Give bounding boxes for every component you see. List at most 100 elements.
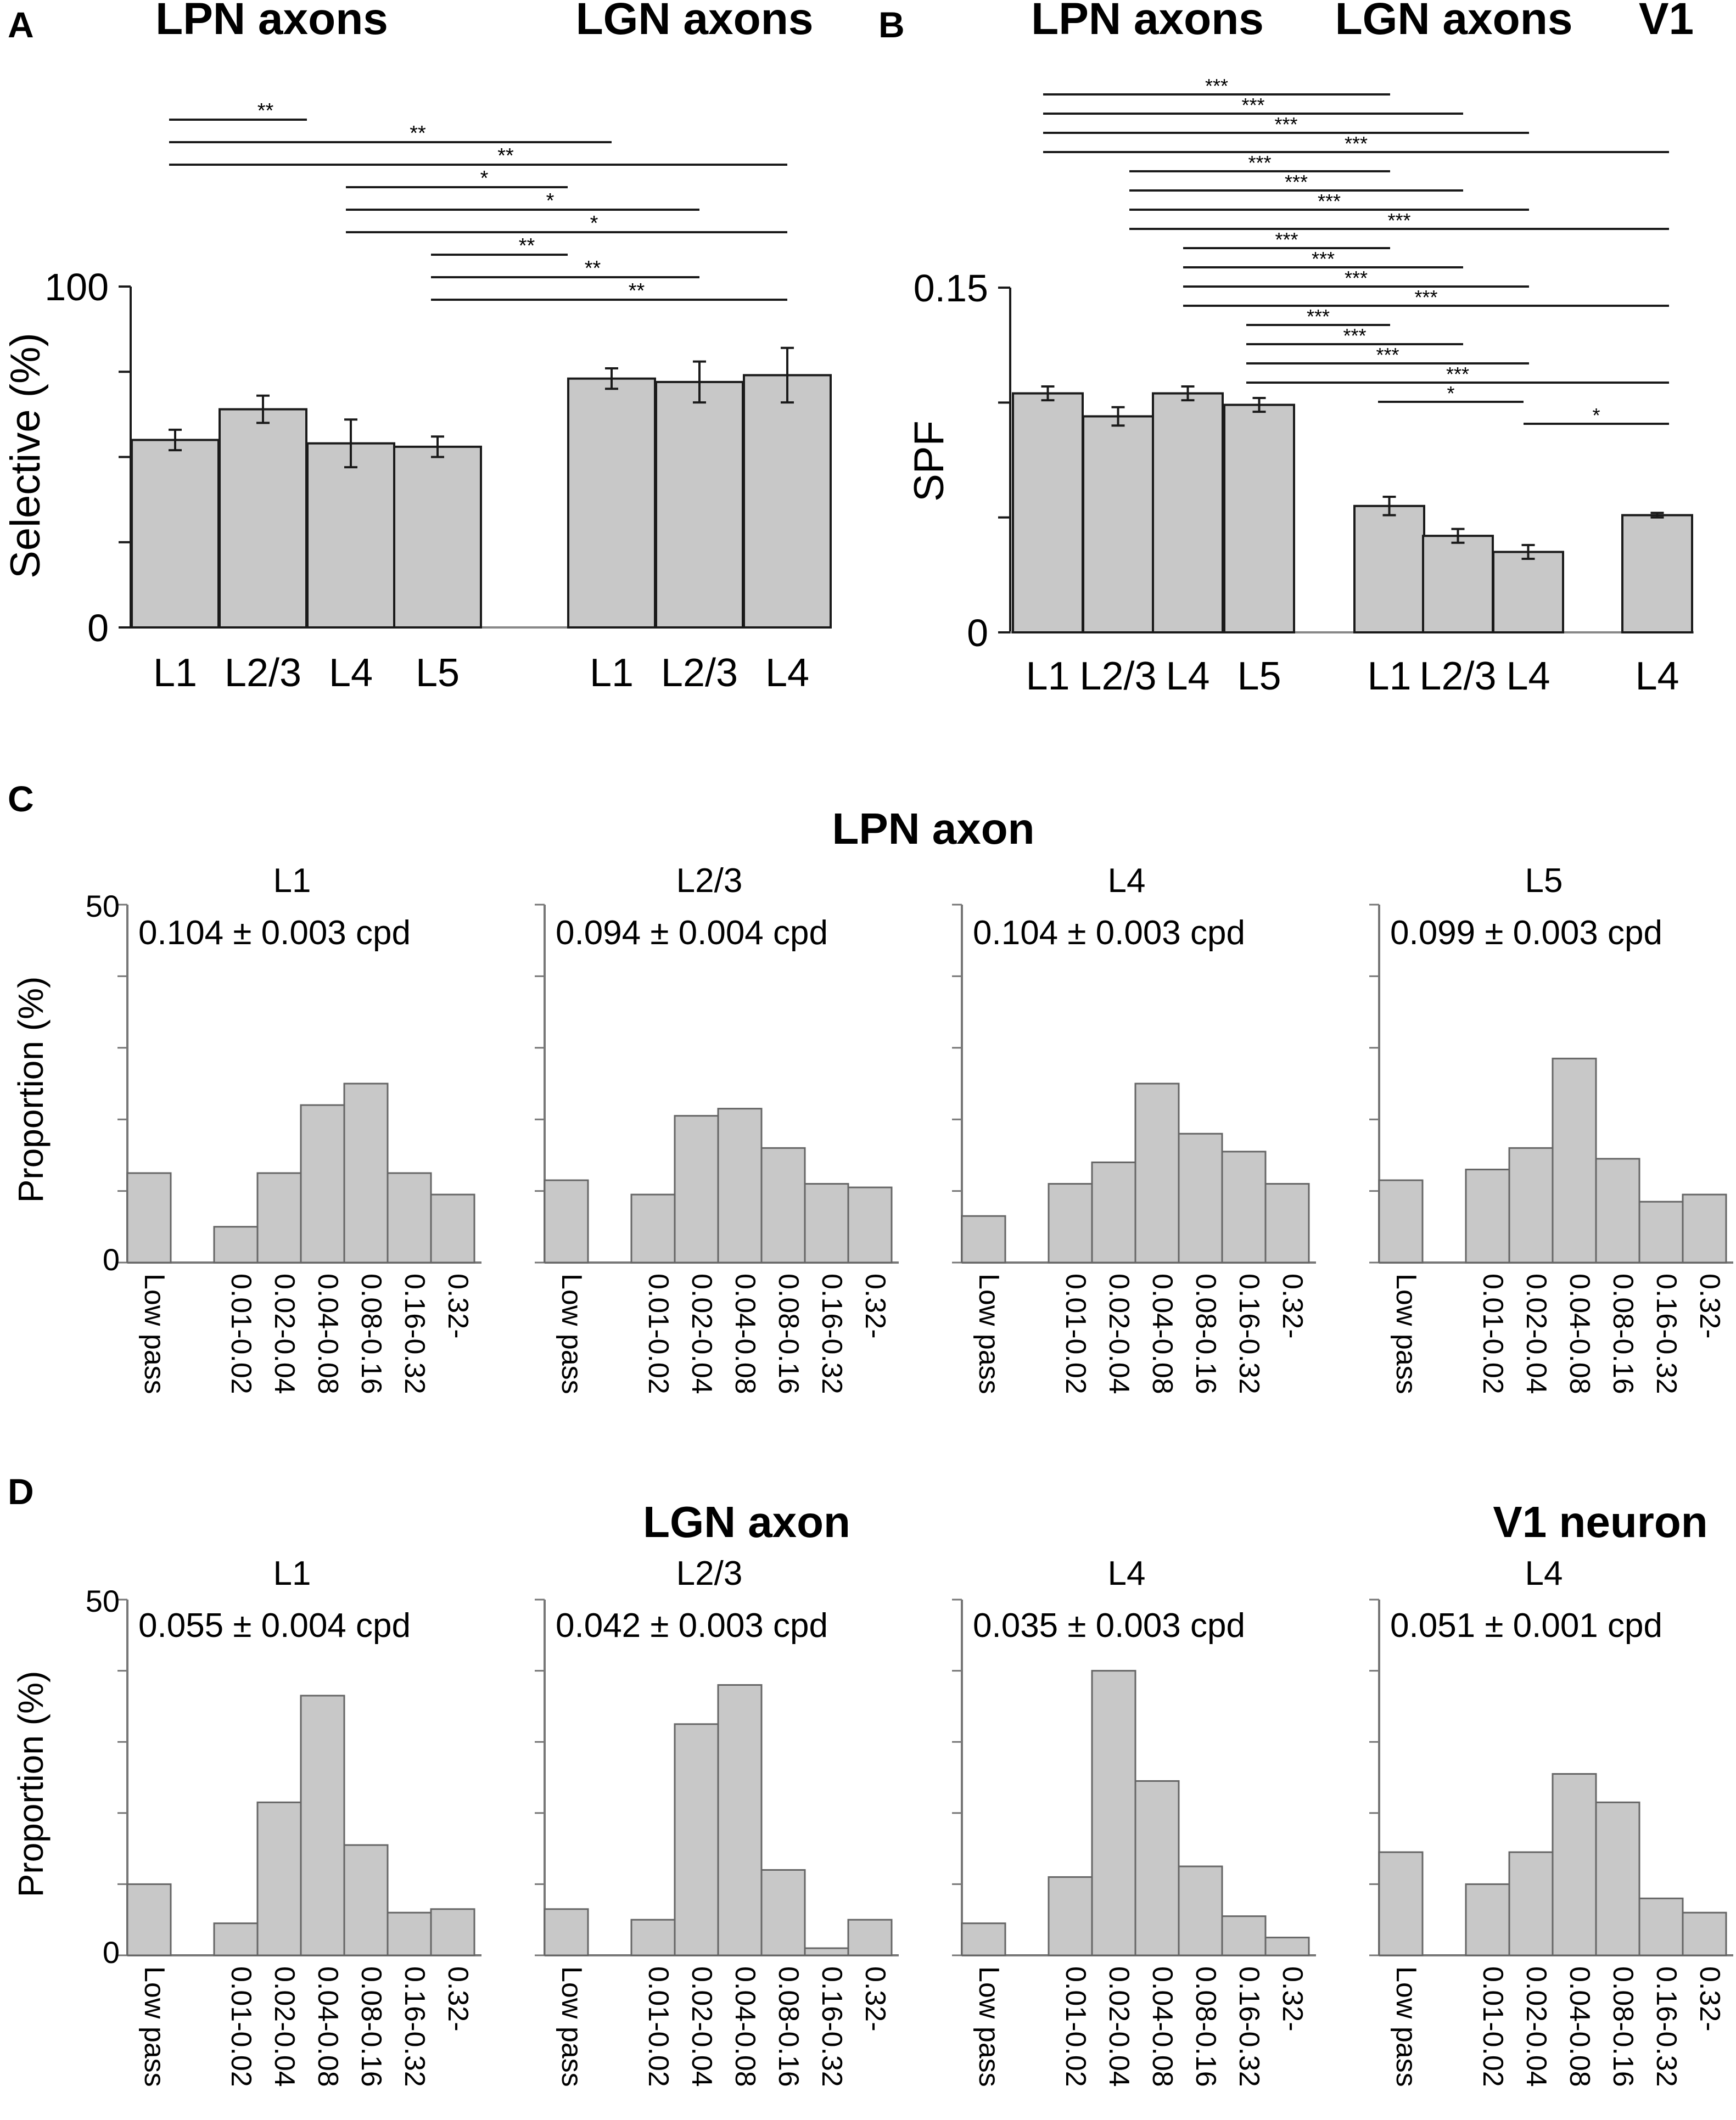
d-hist-bar bbox=[387, 1911, 432, 1956]
b-significance-label: *** bbox=[1312, 248, 1335, 270]
c-xtick-label: 0.01-0.02 bbox=[1477, 1274, 1509, 1394]
c-hist-bar bbox=[343, 1083, 389, 1264]
d-hist-bar bbox=[126, 1883, 172, 1956]
c-subpanel-title: L2/3 bbox=[676, 862, 743, 900]
b-significance-label: *** bbox=[1241, 94, 1264, 116]
b-significance-label: *** bbox=[1285, 171, 1308, 193]
a-bar bbox=[306, 442, 395, 629]
d-stat-part: 0.035 bbox=[973, 1607, 1058, 1645]
d-subpanel-title: L4 bbox=[1525, 1555, 1563, 1592]
chart-d: 0 50 L1 0.055 ± 0.004 cpd Low pass 0.01-0.02 0… bbox=[86, 1555, 1733, 2087]
c-stat-text: 0.104 ± 0.003 cpd bbox=[973, 914, 1245, 952]
c-hist-bar bbox=[630, 1193, 676, 1264]
d-xtick-label: 0.04-0.08 bbox=[1564, 1966, 1595, 2087]
c-hist-bar bbox=[544, 1179, 589, 1264]
c-hist-bar bbox=[760, 1147, 806, 1264]
c-xtick-label: 0.01-0.02 bbox=[1060, 1274, 1091, 1394]
d-hist-bar bbox=[804, 1947, 849, 1956]
c-xtick-label: Low pass bbox=[138, 1274, 170, 1394]
c-hist-bar bbox=[1091, 1161, 1136, 1264]
c-stat-part: 0.094 bbox=[556, 914, 641, 952]
d-stat-text: 0.055 ± 0.004 cpd bbox=[138, 1607, 411, 1645]
c-subpanel-title: L1 bbox=[273, 862, 311, 900]
b-significance-label: *** bbox=[1345, 132, 1368, 155]
c-xtick-label: 0.02-0.04 bbox=[1520, 1274, 1552, 1394]
c-xtick-label: 0.04-0.08 bbox=[729, 1274, 761, 1394]
c-ytick-label: 0 bbox=[103, 1242, 120, 1277]
d-stat-part bbox=[764, 1607, 773, 1645]
d-stat-part: cpd bbox=[1190, 1607, 1245, 1645]
d-stat-part: cpd bbox=[356, 1607, 411, 1645]
c-stat-part: 0.104 bbox=[138, 914, 223, 952]
b-xtick-label: L4 bbox=[1506, 654, 1550, 698]
c-stat-part: 0.003 bbox=[261, 914, 346, 952]
d-stat-part bbox=[346, 1607, 356, 1645]
panel-label-c: C bbox=[8, 778, 34, 819]
a-xtick-label: L1 bbox=[590, 651, 634, 695]
b-significance-label: *** bbox=[1274, 113, 1297, 136]
d-stat-text: 0.035 ± 0.003 cpd bbox=[973, 1607, 1245, 1645]
c-xtick-label: 0.32- bbox=[1694, 1274, 1726, 1339]
d-xtick-label: 0.16-0.32 bbox=[399, 1966, 430, 2087]
c-stat-part bbox=[764, 914, 773, 952]
ylabel-a: Selective (%) bbox=[2, 333, 49, 579]
d-stat-part: ± bbox=[223, 1607, 261, 1645]
c-stat-part: ± bbox=[641, 914, 678, 952]
c-hist-bar bbox=[1178, 1132, 1223, 1264]
d-xtick-label: 0.02-0.04 bbox=[268, 1966, 300, 2087]
c-hist-bar bbox=[674, 1115, 719, 1264]
d-stat-part: 0.004 bbox=[261, 1607, 346, 1645]
c-xtick-label: 0.16-0.32 bbox=[1650, 1274, 1682, 1394]
c-xtick-label: 0.04-0.08 bbox=[312, 1274, 344, 1394]
b-significance-label: *** bbox=[1376, 344, 1399, 366]
a-xtick-label: L4 bbox=[765, 651, 809, 695]
c-xtick-label: 0.08-0.16 bbox=[772, 1274, 804, 1394]
b-bar bbox=[1223, 403, 1295, 634]
title-b-v1: V1 bbox=[1639, 0, 1694, 44]
c-hist-bar bbox=[1378, 1179, 1424, 1264]
a-xtick-label: L2/3 bbox=[661, 651, 738, 695]
a-significance-label: ** bbox=[497, 144, 514, 167]
d-stat-text: 0.051 ± 0.001 cpd bbox=[1390, 1607, 1662, 1645]
c-xtick-label: Low pass bbox=[556, 1274, 587, 1394]
c-xtick-label: 0.16-0.32 bbox=[399, 1274, 430, 1394]
b-bar bbox=[1082, 415, 1154, 633]
d-hist-bar bbox=[1552, 1773, 1597, 1956]
d-stat-part: 0.051 bbox=[1390, 1607, 1475, 1645]
b-bar bbox=[1152, 392, 1224, 633]
d-hist-bar bbox=[1221, 1915, 1267, 1956]
d-hist-bar bbox=[1378, 1851, 1424, 1956]
c-stat-text: 0.094 ± 0.004 cpd bbox=[556, 914, 828, 952]
d-hist-bar bbox=[213, 1922, 259, 1956]
d-xtick-label: 0.32- bbox=[1694, 1966, 1726, 2032]
d-xtick-label: 0.01-0.02 bbox=[225, 1966, 257, 2087]
c-xtick-label: 0.16-0.32 bbox=[1233, 1274, 1265, 1394]
c-hist-bar bbox=[847, 1186, 893, 1264]
b-xtick-label: L4 bbox=[1166, 654, 1209, 698]
c-hist-bar bbox=[804, 1183, 849, 1264]
panel-label-b: B bbox=[878, 4, 905, 45]
d-subpanel-title: L1 bbox=[273, 1555, 311, 1592]
c-subpanel-3: L4 0.104 ± 0.003 cpd Low pass 0.01-0.02 0.02… bbox=[952, 862, 1316, 1394]
a-ytick-label: 100 bbox=[44, 266, 109, 309]
b-significance-label: *** bbox=[1446, 363, 1469, 385]
d-xtick-label: 0.02-0.04 bbox=[1520, 1966, 1552, 2087]
a-bar bbox=[655, 380, 744, 629]
d-ytick-label: 50 bbox=[86, 1584, 120, 1618]
c-hist-bar bbox=[213, 1226, 259, 1264]
c-xtick-label: 0.01-0.02 bbox=[642, 1274, 674, 1394]
d-stat-part: 0.055 bbox=[138, 1607, 223, 1645]
b-xtick-label: L2/3 bbox=[1419, 654, 1496, 698]
d-hist-bar bbox=[1048, 1876, 1093, 1956]
a-bar bbox=[131, 439, 220, 629]
d-hist-bar bbox=[961, 1922, 1006, 1956]
c-hist-bar bbox=[387, 1172, 432, 1264]
ylabel-d: Proportion (%) bbox=[11, 1671, 51, 1898]
a-significance-label: ** bbox=[519, 234, 535, 257]
panel-label-d: D bbox=[8, 1471, 34, 1512]
b-xtick-label: L1 bbox=[1367, 654, 1411, 698]
c-hist-bar bbox=[1465, 1168, 1510, 1264]
c-stat-part bbox=[1598, 914, 1608, 952]
c-hist-bar bbox=[1552, 1057, 1597, 1264]
d-stat-part: 0.003 bbox=[679, 1607, 764, 1645]
